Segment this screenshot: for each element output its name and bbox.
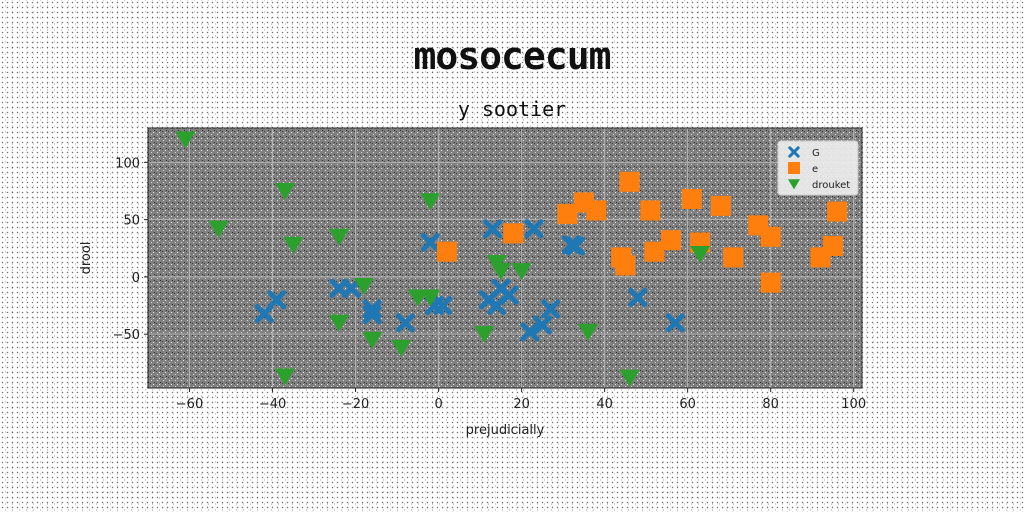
- x-tick-label: −20: [342, 397, 369, 412]
- data-point: [208, 220, 229, 238]
- legend-marker-shape: [788, 146, 800, 158]
- legend-marker: [788, 146, 800, 158]
- legend-marker: [788, 179, 800, 190]
- x-tick-label: 100: [841, 397, 866, 412]
- y-tick-label: 100: [115, 156, 140, 171]
- data-point: [586, 200, 607, 221]
- data-point: [681, 189, 702, 210]
- y-axis-label: drool: [79, 242, 94, 275]
- series-e: [436, 171, 848, 293]
- data-point: [420, 193, 441, 211]
- data-point: [175, 131, 196, 149]
- data-point: [760, 272, 781, 293]
- data-point: [474, 326, 495, 344]
- marker-stroke: [499, 285, 519, 305]
- marker-stroke: [532, 315, 552, 335]
- data-point: [723, 247, 744, 268]
- x-tick-label: 80: [762, 397, 779, 412]
- legend: Ge drouket: [777, 140, 859, 196]
- data-point: [541, 299, 561, 319]
- legend-label: G: [812, 148, 820, 159]
- data-point: [822, 235, 843, 256]
- data-point: [619, 369, 640, 387]
- data-point: [710, 195, 731, 216]
- data-point: [362, 305, 382, 325]
- legend-label: drouket: [812, 180, 850, 191]
- data-point: [661, 230, 682, 251]
- data-point: [420, 233, 440, 253]
- marker-stroke: [362, 299, 382, 319]
- data-point: [274, 368, 295, 386]
- x-tick-label: −40: [259, 397, 286, 412]
- data-point: [362, 299, 382, 319]
- data-point: [615, 255, 636, 276]
- data-point: [760, 226, 781, 247]
- data-point: [328, 314, 349, 332]
- y-tick-label: −50: [113, 328, 140, 343]
- data-point: [532, 315, 552, 335]
- data-point: [490, 263, 511, 281]
- data-point: [665, 313, 685, 333]
- data-point: [391, 339, 412, 357]
- marker-stroke: [483, 219, 503, 239]
- data-point: [827, 201, 848, 222]
- marker-stroke: [341, 278, 361, 298]
- data-point: [524, 219, 544, 239]
- data-point: [341, 278, 361, 298]
- figure-suptitle: mosocecum: [413, 34, 612, 78]
- data-point: [436, 241, 457, 262]
- chart-title: y sootier: [457, 97, 567, 121]
- data-point: [557, 203, 578, 224]
- series-drouket: [175, 131, 711, 387]
- data-point: [395, 313, 415, 333]
- y-tick-label: 50: [123, 214, 140, 229]
- marker-stroke: [788, 146, 800, 158]
- marker-stroke: [566, 236, 586, 256]
- data-point: [267, 290, 287, 310]
- marker-stroke: [520, 322, 540, 342]
- x-tick-label: 40: [596, 397, 613, 412]
- data-point: [640, 200, 661, 221]
- data-point: [503, 223, 524, 244]
- x-tick-label: −60: [176, 397, 203, 412]
- data-point: [520, 322, 540, 342]
- legend-marker-shape: [788, 162, 800, 174]
- data-point: [283, 236, 304, 254]
- data-point: [420, 289, 441, 307]
- marker-stroke: [362, 305, 382, 325]
- marker-stroke: [267, 290, 287, 310]
- x-axis-label: prejudicially: [466, 423, 545, 438]
- data-point: [433, 296, 453, 316]
- x-tick-label: 20: [513, 397, 530, 412]
- x-tick-label: 0: [434, 397, 442, 412]
- marker-stroke: [628, 288, 648, 308]
- x-tick-label: 60: [679, 397, 696, 412]
- data-point: [274, 182, 295, 200]
- data-point: [353, 278, 374, 296]
- marker-stroke: [665, 313, 685, 333]
- data-point: [578, 323, 599, 341]
- data-point: [362, 331, 383, 349]
- series-g: [254, 219, 685, 342]
- data-point: [328, 228, 349, 246]
- marker-stroke: [433, 296, 453, 316]
- marker-stroke: [395, 313, 415, 333]
- data-point: [619, 171, 640, 192]
- marker-stroke: [541, 299, 561, 319]
- data-point: [644, 241, 665, 262]
- data-point: [499, 285, 519, 305]
- legend-marker: [788, 162, 800, 174]
- y-tick-label: 0: [132, 271, 140, 286]
- legend-label: e: [812, 164, 818, 175]
- marker-stroke: [524, 219, 544, 239]
- data-point: [511, 263, 532, 281]
- data-point: [628, 288, 648, 308]
- plot-frame: [147, 127, 863, 389]
- marker-stroke: [420, 233, 440, 253]
- data-point: [690, 245, 711, 263]
- data-point: [483, 219, 503, 239]
- legend-marker-shape: [788, 179, 800, 190]
- data-point: [566, 236, 586, 256]
